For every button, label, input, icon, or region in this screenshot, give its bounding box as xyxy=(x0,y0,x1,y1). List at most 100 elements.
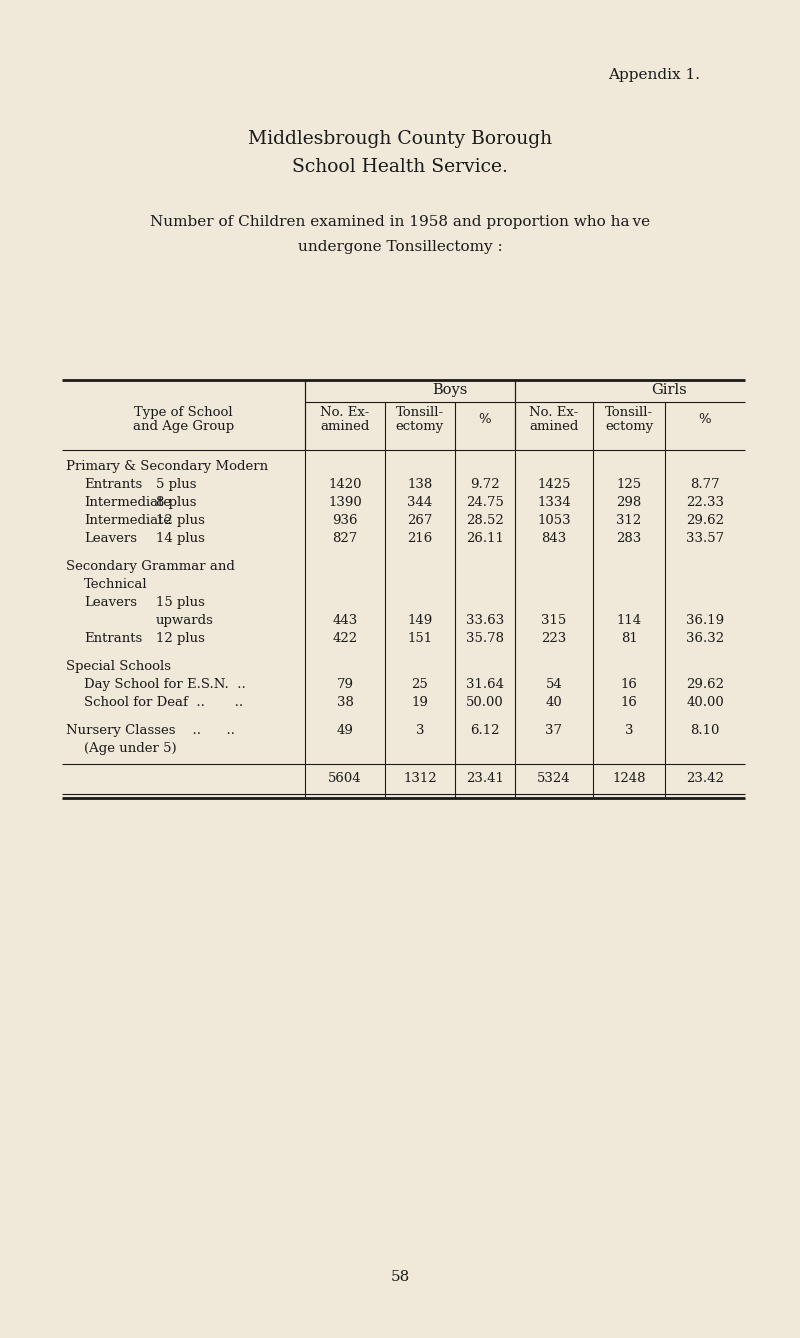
Text: 29.62: 29.62 xyxy=(686,678,724,690)
Text: 50.00: 50.00 xyxy=(466,696,504,709)
Text: 40.00: 40.00 xyxy=(686,696,724,709)
Text: 843: 843 xyxy=(542,533,566,545)
Text: 25: 25 xyxy=(412,678,428,690)
Text: 38: 38 xyxy=(337,696,354,709)
Text: 3: 3 xyxy=(625,724,634,737)
Text: Leavers: Leavers xyxy=(84,533,137,545)
Text: 26.11: 26.11 xyxy=(466,533,504,545)
Text: ectomy: ectomy xyxy=(605,420,653,434)
Text: 1248: 1248 xyxy=(612,772,646,785)
Text: 16: 16 xyxy=(621,696,638,709)
Text: 54: 54 xyxy=(546,678,562,690)
Text: Tonsill-: Tonsill- xyxy=(396,405,444,419)
Text: Intermediate: Intermediate xyxy=(84,496,171,508)
Text: 37: 37 xyxy=(546,724,562,737)
Text: 125: 125 xyxy=(617,478,642,491)
Text: 827: 827 xyxy=(332,533,358,545)
Text: 9.72: 9.72 xyxy=(470,478,500,491)
Text: 114: 114 xyxy=(617,614,642,628)
Text: %: % xyxy=(478,413,491,425)
Text: 1390: 1390 xyxy=(328,496,362,508)
Text: 936: 936 xyxy=(332,514,358,527)
Text: 138: 138 xyxy=(407,478,433,491)
Text: Intermediate: Intermediate xyxy=(84,514,171,527)
Text: 22.33: 22.33 xyxy=(686,496,724,508)
Text: 24.75: 24.75 xyxy=(466,496,504,508)
Text: School for Deaf  ..       ..: School for Deaf .. .. xyxy=(84,696,243,709)
Text: ectomy: ectomy xyxy=(396,420,444,434)
Text: 344: 344 xyxy=(407,496,433,508)
Text: 1425: 1425 xyxy=(538,478,570,491)
Text: 216: 216 xyxy=(407,533,433,545)
Text: 8 plus: 8 plus xyxy=(156,496,197,508)
Text: 5 plus: 5 plus xyxy=(156,478,197,491)
Text: 283: 283 xyxy=(616,533,642,545)
Text: Number of Children examined in 1958 and proportion who ha ve: Number of Children examined in 1958 and … xyxy=(150,215,650,229)
Text: Secondary Grammar and: Secondary Grammar and xyxy=(66,561,235,573)
Text: 23.42: 23.42 xyxy=(686,772,724,785)
Text: 36.32: 36.32 xyxy=(686,632,724,645)
Text: 6.12: 6.12 xyxy=(470,724,500,737)
Text: 29.62: 29.62 xyxy=(686,514,724,527)
Text: 58: 58 xyxy=(390,1270,410,1284)
Text: Girls: Girls xyxy=(651,383,687,397)
Text: No. Ex-: No. Ex- xyxy=(530,405,578,419)
Text: 312: 312 xyxy=(616,514,642,527)
Text: 23.41: 23.41 xyxy=(466,772,504,785)
Text: 298: 298 xyxy=(616,496,642,508)
Text: 40: 40 xyxy=(546,696,562,709)
Text: 36.19: 36.19 xyxy=(686,614,724,628)
Text: Special Schools: Special Schools xyxy=(66,660,171,673)
Text: 33.57: 33.57 xyxy=(686,533,724,545)
Text: 5324: 5324 xyxy=(537,772,571,785)
Text: Type of School: Type of School xyxy=(134,405,233,419)
Text: 12 plus: 12 plus xyxy=(156,632,205,645)
Text: 19: 19 xyxy=(411,696,429,709)
Text: 422: 422 xyxy=(333,632,358,645)
Text: 15 plus: 15 plus xyxy=(156,595,205,609)
Text: 8.77: 8.77 xyxy=(690,478,720,491)
Text: 79: 79 xyxy=(337,678,354,690)
Text: No. Ex-: No. Ex- xyxy=(320,405,370,419)
Text: Appendix 1.: Appendix 1. xyxy=(608,68,700,82)
Text: 3: 3 xyxy=(416,724,424,737)
Text: 14 plus: 14 plus xyxy=(156,533,205,545)
Text: Technical: Technical xyxy=(84,578,148,591)
Text: 31.64: 31.64 xyxy=(466,678,504,690)
Text: Entrants: Entrants xyxy=(84,632,142,645)
Text: 81: 81 xyxy=(621,632,638,645)
Text: upwards: upwards xyxy=(156,614,214,628)
Text: 223: 223 xyxy=(542,632,566,645)
Text: Tonsill-: Tonsill- xyxy=(605,405,653,419)
Text: Nursery Classes    ..      ..: Nursery Classes .. .. xyxy=(66,724,235,737)
Text: undergone Tonsillectomy :: undergone Tonsillectomy : xyxy=(298,240,502,254)
Text: (Age under 5): (Age under 5) xyxy=(84,743,177,755)
Text: amined: amined xyxy=(530,420,578,434)
Text: 1334: 1334 xyxy=(537,496,571,508)
Text: 443: 443 xyxy=(332,614,358,628)
Text: 35.78: 35.78 xyxy=(466,632,504,645)
Text: 49: 49 xyxy=(337,724,354,737)
Text: 28.52: 28.52 xyxy=(466,514,504,527)
Text: 1053: 1053 xyxy=(537,514,571,527)
Text: Boys: Boys xyxy=(432,383,468,397)
Text: 315: 315 xyxy=(542,614,566,628)
Text: 16: 16 xyxy=(621,678,638,690)
Text: 267: 267 xyxy=(407,514,433,527)
Text: and Age Group: and Age Group xyxy=(133,420,234,434)
Text: Entrants: Entrants xyxy=(84,478,142,491)
Text: 12 plus: 12 plus xyxy=(156,514,205,527)
Text: School Health Service.: School Health Service. xyxy=(292,158,508,177)
Text: 33.63: 33.63 xyxy=(466,614,504,628)
Text: %: % xyxy=(698,413,711,425)
Text: amined: amined xyxy=(320,420,370,434)
Text: 1420: 1420 xyxy=(328,478,362,491)
Text: 8.10: 8.10 xyxy=(690,724,720,737)
Text: Leavers: Leavers xyxy=(84,595,137,609)
Text: Primary & Secondary Modern: Primary & Secondary Modern xyxy=(66,460,268,474)
Text: Day School for E.S.N.  ..: Day School for E.S.N. .. xyxy=(84,678,246,690)
Text: 1312: 1312 xyxy=(403,772,437,785)
Text: 151: 151 xyxy=(407,632,433,645)
Text: 149: 149 xyxy=(407,614,433,628)
Text: Middlesbrough County Borough: Middlesbrough County Borough xyxy=(248,130,552,149)
